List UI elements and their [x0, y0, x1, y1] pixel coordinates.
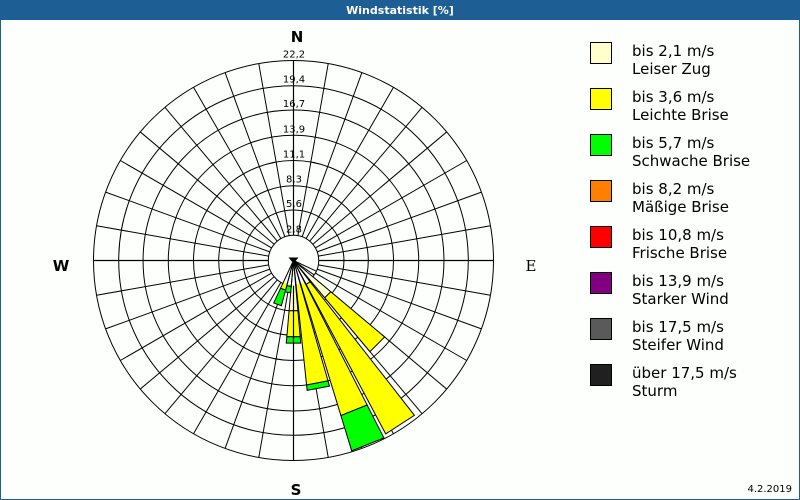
legend-range: bis 8,2 m/s: [632, 180, 715, 198]
radial-tick-label: 8,3: [286, 175, 302, 186]
grid-spoke: [224, 284, 286, 449]
legend-label: Starker Wind: [632, 290, 729, 308]
legend-range: bis 2,1 m/s: [632, 42, 715, 60]
legend-range: bis 17,5 m/s: [632, 318, 724, 336]
wind-bar-segment: [340, 404, 385, 452]
date-label: 4.2.2019: [747, 484, 792, 495]
grid-spoke: [312, 131, 448, 245]
legend-label: Schwache Brise: [632, 152, 751, 170]
grid-spoke: [96, 225, 269, 257]
grid-spoke: [164, 106, 278, 242]
radial-tick-label: 16,7: [283, 99, 305, 110]
legend-swatch: [590, 180, 612, 202]
legend-label: Leiser Zug: [632, 60, 711, 78]
legend-label: Mäßige Brise: [632, 198, 729, 216]
legend-swatch: [590, 88, 612, 110]
grid-spoke: [120, 160, 272, 249]
grid-spoke: [258, 63, 290, 236]
grid-spoke: [315, 272, 467, 361]
radial-tick-label: 22,2: [283, 50, 305, 61]
legend-range: bis 10,8 m/s: [632, 226, 724, 244]
legend-swatch: [590, 272, 612, 294]
grid-spoke: [193, 87, 282, 239]
legend-range: bis 13,9 m/s: [632, 272, 724, 290]
compass-west: W: [53, 257, 70, 275]
compass-south: S: [291, 481, 302, 499]
grid-spoke: [318, 264, 491, 296]
legend-swatch: [590, 226, 612, 248]
legend-range: bis 3,6 m/s: [632, 88, 715, 106]
grid-spoke: [297, 63, 329, 236]
radial-tick-labels: 2,8 5,6 8,3 11,1 13,9 16,7 19,4 22,2: [283, 50, 305, 236]
compass-east: E: [526, 257, 537, 275]
legend-swatch: [590, 318, 612, 340]
radial-tick-label: 19,4: [283, 75, 305, 86]
legend-range: bis 5,7 m/s: [632, 134, 715, 152]
legend-swatch: [590, 364, 612, 386]
radial-tick-label: 13,9: [283, 124, 305, 135]
legend-label: Frische Brise: [632, 244, 728, 262]
wind-bar-segment: [324, 291, 386, 353]
grid-spoke: [139, 131, 275, 245]
grid-spoke: [315, 160, 467, 249]
grid-spoke: [193, 282, 282, 434]
grid-spoke: [96, 264, 269, 296]
grid-spoke: [105, 191, 270, 253]
wind-bar-segment: [273, 287, 287, 307]
grid-spoke: [305, 87, 394, 239]
legend-label: Sturm: [632, 382, 678, 400]
grid-spoke: [120, 272, 272, 361]
grid-spoke: [317, 191, 482, 253]
grid-spoke: [301, 72, 363, 237]
legend-swatch: [590, 42, 612, 64]
wind-bar-segment: [305, 281, 416, 435]
grid-spoke: [224, 72, 286, 237]
grid-spoke: [164, 279, 278, 415]
legend-label: Leichte Brise: [632, 106, 729, 124]
legend-range: über 17,5 m/s: [632, 364, 737, 382]
main-axes: [93, 60, 494, 461]
legend-swatch: [590, 134, 612, 156]
grid-spoke: [318, 225, 491, 257]
compass-north: N: [291, 28, 304, 46]
wind-bar-segment: [306, 380, 331, 392]
grid-spoke: [139, 276, 275, 390]
radial-tick-label: 11,1: [283, 150, 305, 161]
center-rays: [282, 257, 317, 286]
grid-spoke: [317, 268, 482, 330]
legend-label: Steifer Wind: [632, 336, 724, 354]
grid-spoke: [258, 285, 290, 458]
grid-spoke: [309, 106, 423, 242]
grid-spoke: [105, 268, 270, 330]
window-title: Windstatistik [%]: [0, 0, 800, 20]
radial-tick-label: 2,8: [286, 224, 302, 235]
center-marker-icon: [288, 257, 299, 264]
radial-tick-label: 5,6: [286, 199, 302, 210]
wind-bars: [273, 260, 416, 452]
